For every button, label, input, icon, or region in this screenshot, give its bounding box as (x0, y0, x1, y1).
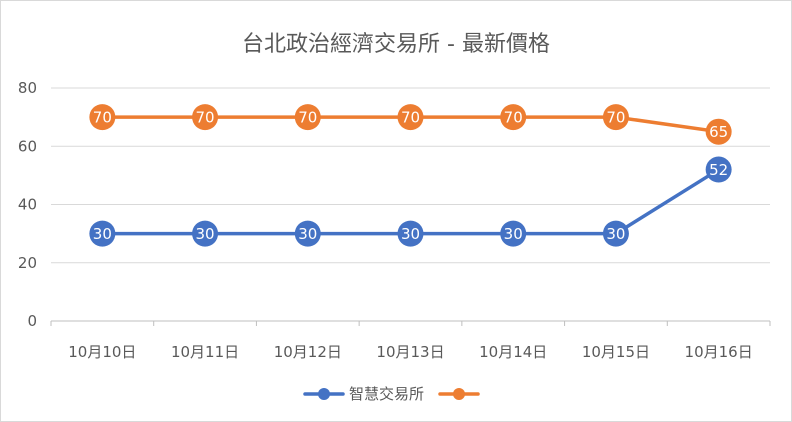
x-tick-label: 10月15日 (582, 343, 650, 361)
data-label: 70 (504, 109, 523, 127)
legend: 智慧交易所 (303, 385, 480, 403)
data-point (192, 104, 219, 131)
data-point (602, 220, 629, 247)
gridlines (51, 87, 770, 322)
x-tick-label: 10月16日 (685, 343, 753, 361)
series-1: 70 70 70 70 70 70 65 (89, 104, 732, 145)
data-label: 30 (196, 225, 215, 243)
series-0: 30 30 30 30 30 30 52 (89, 156, 732, 247)
data-label: 30 (298, 225, 317, 243)
data-label: 70 (401, 109, 420, 127)
legend-marker (318, 388, 330, 400)
y-tick-label: 40 (18, 196, 37, 214)
data-label: 30 (504, 225, 523, 243)
data-point (705, 118, 732, 145)
data-point (397, 220, 424, 247)
legend-label: 智慧交易所 (349, 385, 424, 403)
series-layer: 30 30 30 30 30 30 52 70 70 70 70 70 70 65 (89, 104, 732, 247)
x-tick-label: 10月10日 (68, 343, 136, 361)
y-tick-label: 0 (27, 312, 37, 330)
data-label: 30 (401, 225, 420, 243)
data-label: 30 (93, 225, 112, 243)
x-tick-label: 10月12日 (274, 343, 342, 361)
data-label: 30 (606, 225, 625, 243)
data-label: 52 (709, 161, 728, 179)
legend-marker (453, 388, 466, 400)
data-point (500, 220, 527, 247)
y-tick-label: 80 (18, 79, 37, 97)
data-point (294, 104, 321, 131)
data-point (192, 220, 219, 247)
x-tick-label: 10月14日 (479, 343, 547, 361)
data-point (89, 220, 116, 247)
data-label: 70 (298, 109, 317, 127)
y-axis: 0 20 40 60 80 (18, 79, 37, 330)
data-label: 70 (196, 109, 215, 127)
x-axis: 10月10日 10月11日 10月12日 10月13日 10月14日 10月15日 10月1… (50, 321, 771, 361)
data-label: 70 (606, 109, 625, 127)
y-tick-label: 20 (18, 254, 37, 272)
y-tick-label: 60 (18, 137, 37, 155)
chart-title: 台北政治經濟交易所 - 最新價格 (242, 32, 550, 57)
data-point (500, 104, 527, 131)
x-tick-label: 10月13日 (376, 343, 444, 361)
data-point (397, 104, 424, 131)
data-point (294, 220, 321, 247)
data-point (602, 104, 629, 131)
data-point (89, 104, 116, 131)
data-label: 70 (93, 109, 112, 127)
data-label: 65 (709, 123, 728, 141)
data-point (705, 156, 732, 183)
x-tick-label: 10月11日 (171, 343, 239, 361)
